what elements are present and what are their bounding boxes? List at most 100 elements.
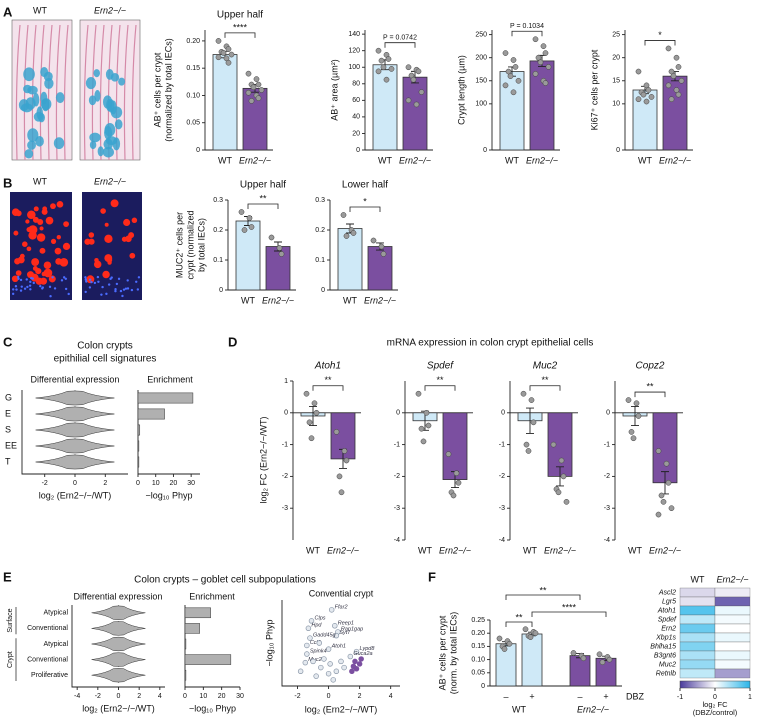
significance-bracket	[349, 206, 381, 212]
micrograph-detail	[126, 287, 130, 290]
error-bar	[309, 405, 317, 426]
micrograph-detail	[114, 289, 117, 293]
micrograph-detail	[121, 236, 128, 242]
data-point	[635, 413, 642, 419]
micrograph-detail	[136, 288, 140, 291]
significance-bracket	[384, 42, 416, 48]
micrograph-detail	[122, 288, 126, 291]
data-point	[670, 73, 677, 80]
y-tick-label: 0	[196, 147, 200, 154]
micrograph-detail	[25, 97, 36, 110]
data-point	[250, 84, 257, 91]
data-point	[352, 658, 358, 665]
micrograph-detail	[114, 288, 117, 291]
category-label: EE	[5, 440, 17, 450]
x-tick-label: WT	[378, 155, 392, 165]
data-point	[258, 87, 265, 93]
y-tick-label: -3	[604, 505, 610, 512]
data-point	[349, 668, 355, 675]
micrograph-detail	[94, 257, 99, 263]
y-tick-label: 0.05	[186, 120, 200, 127]
data-point	[356, 661, 363, 667]
y-tick-label: -2	[282, 473, 288, 480]
micrograph-detail	[110, 106, 123, 119]
x-tick-label: WT	[628, 545, 642, 555]
bar	[521, 633, 543, 687]
micrograph-detail	[123, 218, 131, 226]
data-point	[512, 64, 519, 70]
y-tick-label: 0	[606, 410, 610, 417]
y-tick-label: 20	[612, 55, 620, 62]
significance-label: P = 0.1034	[510, 23, 544, 30]
data-point	[545, 64, 552, 70]
violin	[35, 422, 115, 438]
data-point	[643, 98, 650, 105]
y-tick-label: -1	[394, 441, 400, 448]
point-label: Atoh1	[331, 644, 346, 650]
heatmap-cell	[714, 614, 751, 625]
data-point	[663, 460, 670, 467]
row-label: Spdef	[658, 616, 677, 623]
significance-label: ****	[562, 602, 577, 612]
column-label: Ern2−/−	[716, 574, 748, 584]
chart-title: Convential crypt	[309, 588, 374, 598]
micrograph-detail	[49, 295, 52, 298]
data-point	[353, 648, 360, 655]
micrograph-detail	[32, 216, 39, 223]
x-tick-label: Ern2−/−	[399, 155, 431, 165]
data-point	[450, 492, 457, 499]
micrograph-detail	[85, 280, 88, 283]
data-point	[515, 77, 522, 84]
micrograph-detail	[101, 285, 104, 289]
micrograph-detail	[48, 275, 56, 283]
y-tick-label: 0	[321, 287, 325, 294]
x-tick-label: Ern2−/−	[327, 545, 359, 555]
micrograph-detail	[39, 247, 46, 254]
data-point	[341, 664, 347, 671]
significance-bracket	[634, 391, 666, 398]
micrograph-detail	[39, 226, 44, 231]
micrograph-detail	[89, 140, 97, 150]
data-point	[665, 479, 672, 486]
y-tick-label: 10	[612, 101, 620, 108]
group-label: Ern2−/−	[577, 704, 609, 714]
data-point	[507, 73, 514, 80]
x-tick-label: 10	[152, 480, 160, 487]
micrograph-detail	[83, 24, 89, 161]
x-axis	[71, 605, 165, 688]
enrichment-bar	[137, 408, 165, 420]
y-tick-label: 0.10	[186, 92, 200, 99]
bar	[367, 246, 393, 291]
data-point	[596, 651, 603, 658]
y-tick-label: 0.1	[315, 257, 325, 264]
enrichment-bar	[184, 607, 211, 619]
micrograph-detail	[96, 275, 100, 279]
data-point	[648, 94, 655, 100]
group-label: Surface	[7, 608, 14, 632]
heatmap-cell	[714, 659, 751, 670]
chart-title: Spdef	[427, 361, 454, 372]
row-label: Atoh1	[657, 607, 676, 614]
y-tick-label: -3	[499, 505, 505, 512]
x-axis	[21, 390, 128, 475]
y-tick-label: 150	[475, 78, 487, 85]
colorbar	[679, 680, 751, 689]
heatmap-cell	[679, 632, 716, 643]
micrograph-detail	[126, 279, 129, 282]
data-point	[336, 473, 343, 480]
micrograph-detail	[43, 261, 52, 269]
micrograph-detail	[88, 95, 97, 106]
violin	[35, 438, 115, 454]
y-axis-label: Crypt length (µm)	[456, 55, 466, 125]
data-point	[530, 419, 537, 426]
micrograph-detail	[29, 288, 32, 291]
category-label: Proliferative	[31, 672, 68, 679]
colorbar-label: (DBZ/control)	[693, 708, 738, 717]
micrograph-detail	[56, 235, 61, 240]
significance-label: **	[539, 585, 547, 595]
data-point	[645, 87, 652, 93]
data-point	[455, 479, 462, 486]
micrograph	[82, 192, 142, 300]
x-axis-label: log₂ (Ern2−/−/WT)	[82, 703, 155, 713]
micrograph-detail	[32, 281, 35, 285]
